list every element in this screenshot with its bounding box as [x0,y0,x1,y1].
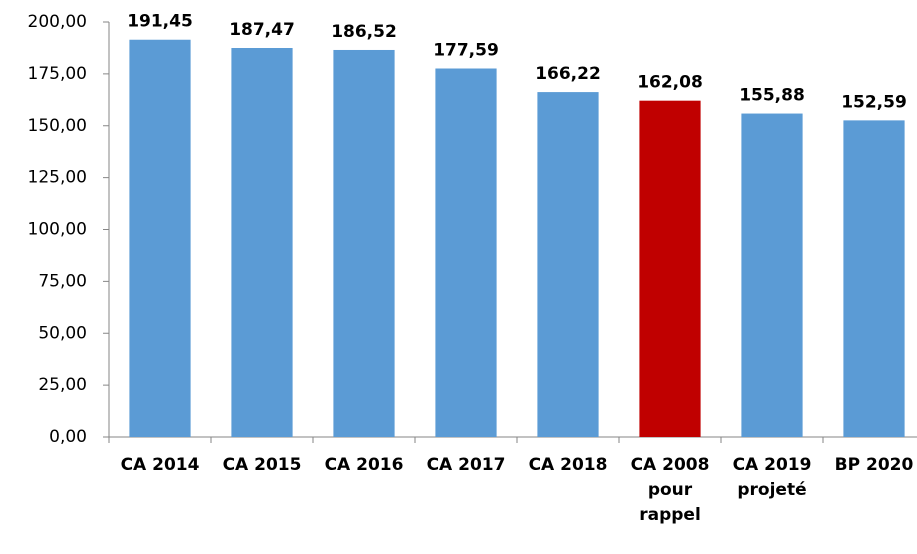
bar [741,113,803,437]
x-tick-label: CA 2017 [426,455,506,475]
y-tick-label: 50,00 [38,323,87,343]
value-label: 177,59 [433,41,499,61]
bar [129,39,191,438]
x-tick-label: CA 2015 [222,455,302,475]
x-tick-label: CA 2014 [120,455,200,475]
x-tick-label: CA 2016 [324,455,404,475]
bar [639,100,701,438]
y-tick-label: 75,00 [38,271,87,291]
y-tick-label: 100,00 [28,220,87,240]
y-tick-label: 150,00 [28,116,87,136]
y-tick-label: 175,00 [28,64,87,84]
bar [537,92,599,437]
x-tick-label: CA 2008 pour rappel [630,455,710,525]
y-tick-label: 25,00 [38,375,87,395]
value-label: 191,45 [127,12,193,32]
y-tick-label: 125,00 [28,168,87,188]
value-label: 187,47 [229,20,295,40]
x-tick-label: CA 2018 [528,455,608,475]
y-tick-label: 0,00 [49,427,87,447]
bar [333,49,395,437]
value-label: 186,52 [331,22,397,42]
bar [843,120,905,438]
value-label: 152,59 [841,92,907,112]
x-tick-label: CA 2019 projeté [732,455,812,500]
bar [435,68,497,438]
x-tick-label: BP 2020 [834,455,914,475]
value-label: 162,08 [637,73,703,93]
value-label: 166,22 [535,64,601,84]
bar [231,47,293,437]
y-tick-label: 200,00 [28,12,87,32]
value-label: 155,88 [739,86,805,106]
